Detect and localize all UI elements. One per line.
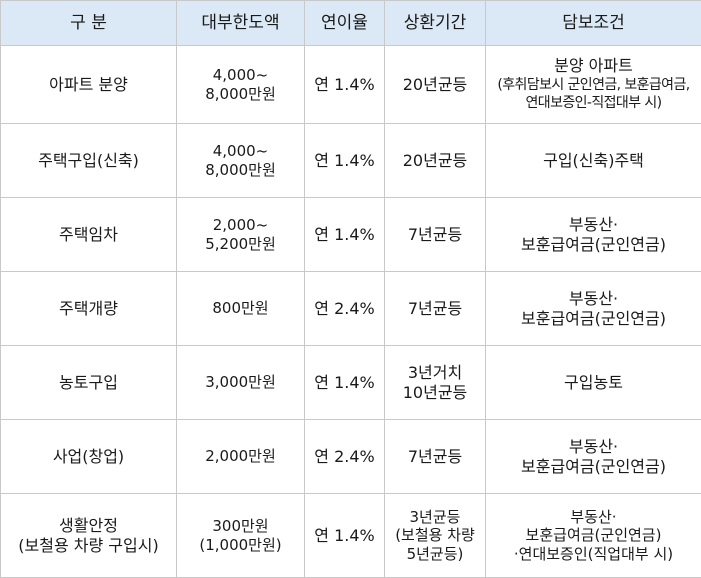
condition-line: 부동산· [488, 508, 699, 526]
cell-category: 주택구입(신축) [1, 124, 177, 198]
condition-line: 부동산· [488, 215, 699, 235]
condition-line: 분양 아파트 [488, 56, 699, 76]
cell-repayment-term: 7년균등 [385, 272, 486, 346]
table-row: 주택구입(신축) 4,000~ 8,000만원 연 1.4% 20년균등 구입(… [1, 124, 701, 198]
category-line: 주택개량 [3, 299, 174, 319]
cell-interest-rate: 연 1.4% [305, 494, 385, 578]
cell-category: 농토구입 [1, 346, 177, 420]
cell-interest-rate: 연 1.4% [305, 346, 385, 420]
cell-category: 주택개량 [1, 272, 177, 346]
header-collateral: 담보조건 [486, 1, 701, 46]
condition-line: 부동산· [488, 437, 699, 457]
category-line: 아파트 분양 [3, 75, 174, 95]
limit-line: 4,000~ [179, 142, 302, 160]
cell-interest-rate: 연 2.4% [305, 272, 385, 346]
cell-repayment-term: 20년균등 [385, 124, 486, 198]
limit-line: 2,000만원 [179, 447, 302, 465]
limit-line: 4,000~ [179, 66, 302, 84]
cell-loan-limit: 4,000~ 8,000만원 [177, 124, 305, 198]
cell-category: 주택임차 [1, 198, 177, 272]
term-line: 3년거치 [387, 363, 483, 383]
category-line: 주택구입(신축) [3, 151, 174, 171]
table-row: 주택개량 800만원 연 2.4% 7년균등 부동산· 보훈급여금(군인연금) [1, 272, 701, 346]
cell-collateral: 분양 아파트 (후취담보시 군인연금, 보훈급여금, 연대보증인-직접대부 시) [486, 46, 701, 124]
limit-line: 300만원 [179, 517, 302, 535]
term-line: 7년균등 [387, 447, 483, 467]
cell-repayment-term: 7년균등 [385, 198, 486, 272]
condition-line: 구입농토 [488, 373, 699, 393]
cell-loan-limit: 3,000만원 [177, 346, 305, 420]
condition-line: (후취담보시 군인연금, 보훈급여금, [488, 77, 699, 95]
category-line: 농토구입 [3, 373, 174, 393]
term-line: 7년균등 [387, 299, 483, 319]
limit-line: 5,200만원 [179, 235, 302, 253]
term-line: 7년균등 [387, 225, 483, 245]
condition-line: 보훈급여금(군인연금) [488, 235, 699, 255]
condition-line: 보훈급여금(군인연금) [488, 457, 699, 477]
cell-interest-rate: 연 2.4% [305, 420, 385, 494]
header-repayment-term: 상환기간 [385, 1, 486, 46]
table-row: 아파트 분양 4,000~ 8,000만원 연 1.4% 20년균등 분양 아파… [1, 46, 701, 124]
condition-line: 연대보증인-직접대부 시) [488, 95, 699, 113]
category-line: (보철용 차량 구입시) [3, 536, 174, 556]
term-line: (보철용 차량 [387, 526, 483, 544]
table-row: 주택임차 2,000~ 5,200만원 연 1.4% 7년균등 부동산· 보훈급… [1, 198, 701, 272]
cell-loan-limit: 2,000~ 5,200만원 [177, 198, 305, 272]
limit-line: 800만원 [179, 299, 302, 317]
cell-collateral: 구입농토 [486, 346, 701, 420]
cell-interest-rate: 연 1.4% [305, 124, 385, 198]
cell-interest-rate: 연 1.4% [305, 46, 385, 124]
term-line: 5년균등) [387, 545, 483, 563]
cell-loan-limit: 4,000~ 8,000만원 [177, 46, 305, 124]
category-line: 생활안정 [3, 516, 174, 536]
condition-line: ·연대보증인(직업대부 시) [488, 545, 699, 563]
cell-repayment-term: 20년균등 [385, 46, 486, 124]
category-line: 주택임차 [3, 225, 174, 245]
table-row: 사업(창업) 2,000만원 연 2.4% 7년균등 부동산· 보훈급여금(군인… [1, 420, 701, 494]
condition-line: 구입(신축)주택 [488, 151, 699, 171]
cell-category: 사업(창업) [1, 420, 177, 494]
header-row: 구 분 대부한도액 연이율 상환기간 담보조건 [1, 1, 701, 46]
term-line: 20년균등 [387, 75, 483, 95]
cell-collateral: 부동산· 보훈급여금(군인연금) ·연대보증인(직업대부 시) [486, 494, 701, 578]
category-line: 사업(창업) [3, 447, 174, 467]
term-line: 20년균등 [387, 151, 483, 171]
cell-collateral: 부동산· 보훈급여금(군인연금) [486, 198, 701, 272]
cell-category: 아파트 분양 [1, 46, 177, 124]
condition-line: 보훈급여금(군인연금) [488, 526, 699, 544]
limit-line: 2,000~ [179, 216, 302, 234]
cell-collateral: 구입(신축)주택 [486, 124, 701, 198]
cell-loan-limit: 300만원 (1,000만원) [177, 494, 305, 578]
limit-line: (1,000만원) [179, 536, 302, 554]
header-category: 구 분 [1, 1, 177, 46]
term-line: 10년균등 [387, 383, 483, 403]
header-loan-limit: 대부한도액 [177, 1, 305, 46]
cell-loan-limit: 2,000만원 [177, 420, 305, 494]
cell-repayment-term: 7년균등 [385, 420, 486, 494]
limit-line: 3,000만원 [179, 373, 302, 391]
table-row: 농토구입 3,000만원 연 1.4% 3년거치 10년균등 구입농토 [1, 346, 701, 420]
cell-collateral: 부동산· 보훈급여금(군인연금) [486, 272, 701, 346]
condition-line: 부동산· [488, 289, 699, 309]
cell-repayment-term: 3년균등 (보철용 차량 5년균등) [385, 494, 486, 578]
condition-line: 보훈급여금(군인연금) [488, 309, 699, 329]
table-row: 생활안정 (보철용 차량 구입시) 300만원 (1,000만원) 연 1.4%… [1, 494, 701, 578]
limit-line: 8,000만원 [179, 85, 302, 103]
cell-loan-limit: 800만원 [177, 272, 305, 346]
term-line: 3년균등 [387, 508, 483, 526]
cell-repayment-term: 3년거치 10년균등 [385, 346, 486, 420]
cell-category: 생활안정 (보철용 차량 구입시) [1, 494, 177, 578]
cell-collateral: 부동산· 보훈급여금(군인연금) [486, 420, 701, 494]
cell-interest-rate: 연 1.4% [305, 198, 385, 272]
header-interest-rate: 연이율 [305, 1, 385, 46]
limit-line: 8,000만원 [179, 161, 302, 179]
